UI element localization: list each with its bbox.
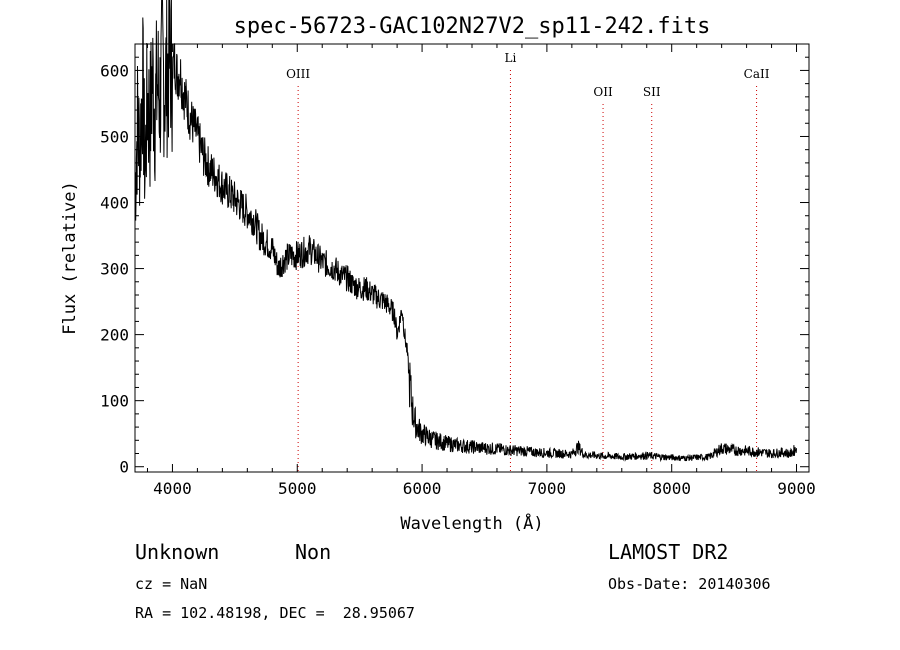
- y-tick-label: 100: [100, 392, 129, 411]
- chart-title: spec-56723-GAC102N27V2_sp11-242.fits: [234, 14, 711, 39]
- redshift-label: cz = NaN: [135, 575, 208, 593]
- x-tick-label: 4000: [153, 479, 192, 498]
- obs-date-label: Obs-Date: 20140306: [608, 575, 771, 593]
- spectral-line-markers: OIII Li OII SII CaII: [286, 51, 770, 472]
- plot-frame: [134, 43, 810, 473]
- y-axis-label: Flux (relative): [60, 181, 80, 335]
- y-tick-label: 500: [100, 127, 129, 146]
- x-tick-label: 7000: [528, 479, 567, 498]
- survey-label: LAMOST DR2: [608, 540, 729, 564]
- y-tick-label: 300: [100, 260, 129, 279]
- line-label-sii: SII: [643, 85, 661, 99]
- line-label-caii: CaII: [744, 67, 770, 81]
- y-tick-label: 200: [100, 326, 129, 345]
- x-axis-ticks: 4000 5000 6000 7000 8000 9000: [146, 44, 816, 498]
- line-label-oiii: OIII: [286, 67, 310, 81]
- coordinates-label: RA = 102.48198, DEC = 28.95067: [135, 604, 415, 622]
- y-tick-label: 400: [100, 194, 129, 213]
- x-tick-label: 8000: [652, 479, 691, 498]
- line-label-oii: OII: [593, 85, 613, 99]
- y-tick-label: 0: [119, 458, 129, 477]
- x-tick-label: 9000: [777, 479, 816, 498]
- y-axis-ticks: 0 100 200 300 400 500 600: [100, 56, 809, 477]
- spectrum-line: [134, 0, 797, 463]
- x-axis-label: Wavelength (Å): [400, 512, 543, 534]
- subclass-label: Non: [295, 540, 332, 564]
- x-tick-label: 6000: [403, 479, 442, 498]
- x-tick-label: 5000: [278, 479, 317, 498]
- y-tick-label: 600: [100, 61, 129, 80]
- line-label-li: Li: [505, 51, 517, 65]
- class-label: Unknown: [135, 540, 220, 564]
